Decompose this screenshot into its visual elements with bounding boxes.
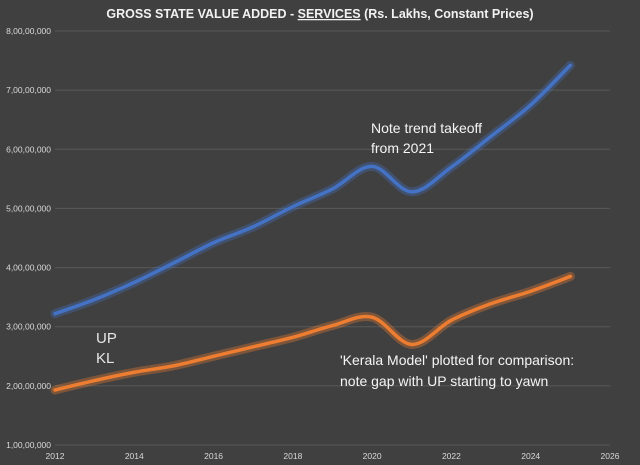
- chart-title: GROSS STATE VALUE ADDED - SERVICES (Rs. …: [106, 7, 533, 21]
- y-tick-label: 1,00,00,000: [6, 440, 51, 450]
- annotation-kerala-line-1: 'Kerala Model' plotted for comparison:: [340, 352, 574, 368]
- annotation-kerala-line-2: note gap with UP starting to yawn: [340, 373, 548, 389]
- annotation-trend-line-1: Note trend takeoff: [371, 120, 482, 136]
- y-tick-label: 4,00,00,000: [6, 263, 51, 273]
- series-line-up: [53, 63, 573, 316]
- y-tick-label: 7,00,00,000: [6, 85, 51, 95]
- x-tick-label: 2024: [521, 451, 540, 461]
- x-tick-label: 2018: [283, 451, 302, 461]
- x-tick-label: 2026: [601, 451, 620, 461]
- y-tick-label: 6,00,00,000: [6, 144, 51, 154]
- y-tick-label: 5,00,00,000: [6, 203, 51, 213]
- chart-title-suffix: (Rs. Lakhs, Constant Prices): [361, 7, 534, 21]
- x-tick-label: 2022: [442, 451, 461, 461]
- y-axis-ticks: 1,00,00,000 2,00,00,000 3,00,00,000 4,00,00…: [6, 26, 51, 450]
- legend-label-kl: KL: [96, 350, 114, 367]
- x-tick-label: 2014: [125, 451, 144, 461]
- chart-title-emphasis: SERVICES: [298, 7, 361, 21]
- x-tick-label: 2012: [46, 451, 65, 461]
- series-glow-up: [50, 60, 575, 319]
- chart-title-prefix: GROSS STATE VALUE ADDED -: [106, 7, 297, 21]
- series-lines: [50, 60, 575, 395]
- y-tick-label: 3,00,00,000: [6, 322, 51, 332]
- legend-label-up: UP: [96, 330, 117, 347]
- annotation-trend-line-2: from 2021: [371, 140, 434, 156]
- x-tick-label: 2020: [363, 451, 382, 461]
- x-tick-label: 2016: [204, 451, 223, 461]
- series-line-kl: [53, 274, 573, 392]
- y-tick-label: 2,00,00,000: [6, 381, 51, 391]
- legend: UP KL: [65, 330, 117, 367]
- x-axis-ticks: 2012 2014 2016 2018 2020 2022 2024 2026: [46, 451, 620, 461]
- y-tick-label: 8,00,00,000: [6, 26, 51, 36]
